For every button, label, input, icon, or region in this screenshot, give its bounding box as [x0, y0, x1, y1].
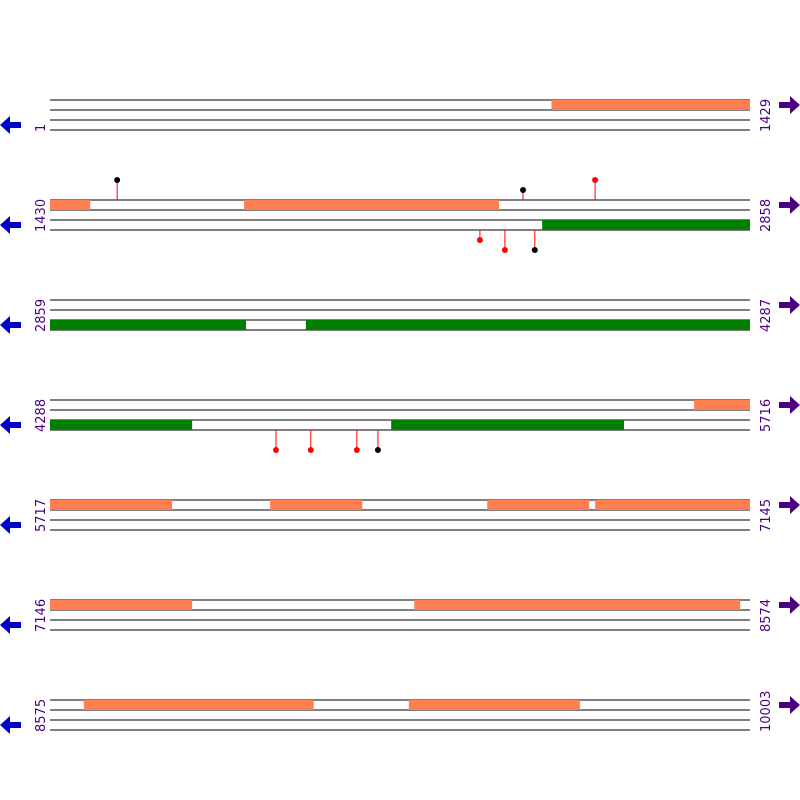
site	[520, 187, 527, 193]
feature	[50, 600, 193, 610]
feature	[408, 700, 580, 710]
end-label: 5716	[759, 399, 774, 432]
right-arrow	[779, 496, 800, 514]
site	[353, 447, 360, 453]
feature	[50, 500, 173, 510]
site	[531, 247, 538, 253]
left-arrow	[0, 116, 21, 134]
end-label: 1429	[759, 99, 774, 132]
start-label: 7146	[34, 599, 49, 632]
end-label: 7145	[759, 499, 774, 532]
start-label: 8575	[34, 699, 49, 732]
feature	[50, 320, 247, 330]
start-label: 1	[34, 124, 49, 132]
feature	[414, 600, 741, 610]
site	[374, 447, 381, 453]
end-label: 8574	[759, 599, 774, 632]
feature	[83, 700, 314, 710]
site	[501, 247, 508, 253]
site	[476, 237, 483, 243]
right-arrow	[779, 296, 800, 314]
left-arrow	[0, 216, 21, 234]
feature	[50, 420, 193, 430]
start-label: 1430	[34, 199, 49, 232]
left-arrow	[0, 616, 21, 634]
end-label: 2858	[759, 199, 774, 232]
right-arrow	[779, 196, 800, 214]
right-arrow	[779, 96, 800, 114]
feature	[694, 400, 750, 410]
site	[272, 447, 279, 453]
site	[592, 177, 599, 183]
right-arrow	[779, 396, 800, 414]
feature	[487, 500, 590, 510]
left-arrow	[0, 516, 21, 534]
start-label: 4288	[34, 399, 49, 432]
site	[114, 177, 121, 183]
end-label: 10003	[759, 691, 774, 732]
feature	[270, 500, 363, 510]
feature	[595, 500, 750, 510]
feature	[244, 200, 500, 210]
feature	[305, 320, 750, 330]
feature	[542, 220, 750, 230]
right-arrow	[779, 696, 800, 714]
left-arrow	[0, 716, 21, 734]
site	[307, 447, 314, 453]
right-arrow	[779, 596, 800, 614]
left-arrow	[0, 416, 21, 434]
end-label: 4287	[759, 299, 774, 332]
feature	[391, 420, 625, 430]
feature	[551, 100, 750, 110]
start-label: 2859	[34, 299, 49, 332]
left-arrow	[0, 316, 21, 334]
start-label: 5717	[34, 499, 49, 532]
feature	[50, 200, 91, 210]
